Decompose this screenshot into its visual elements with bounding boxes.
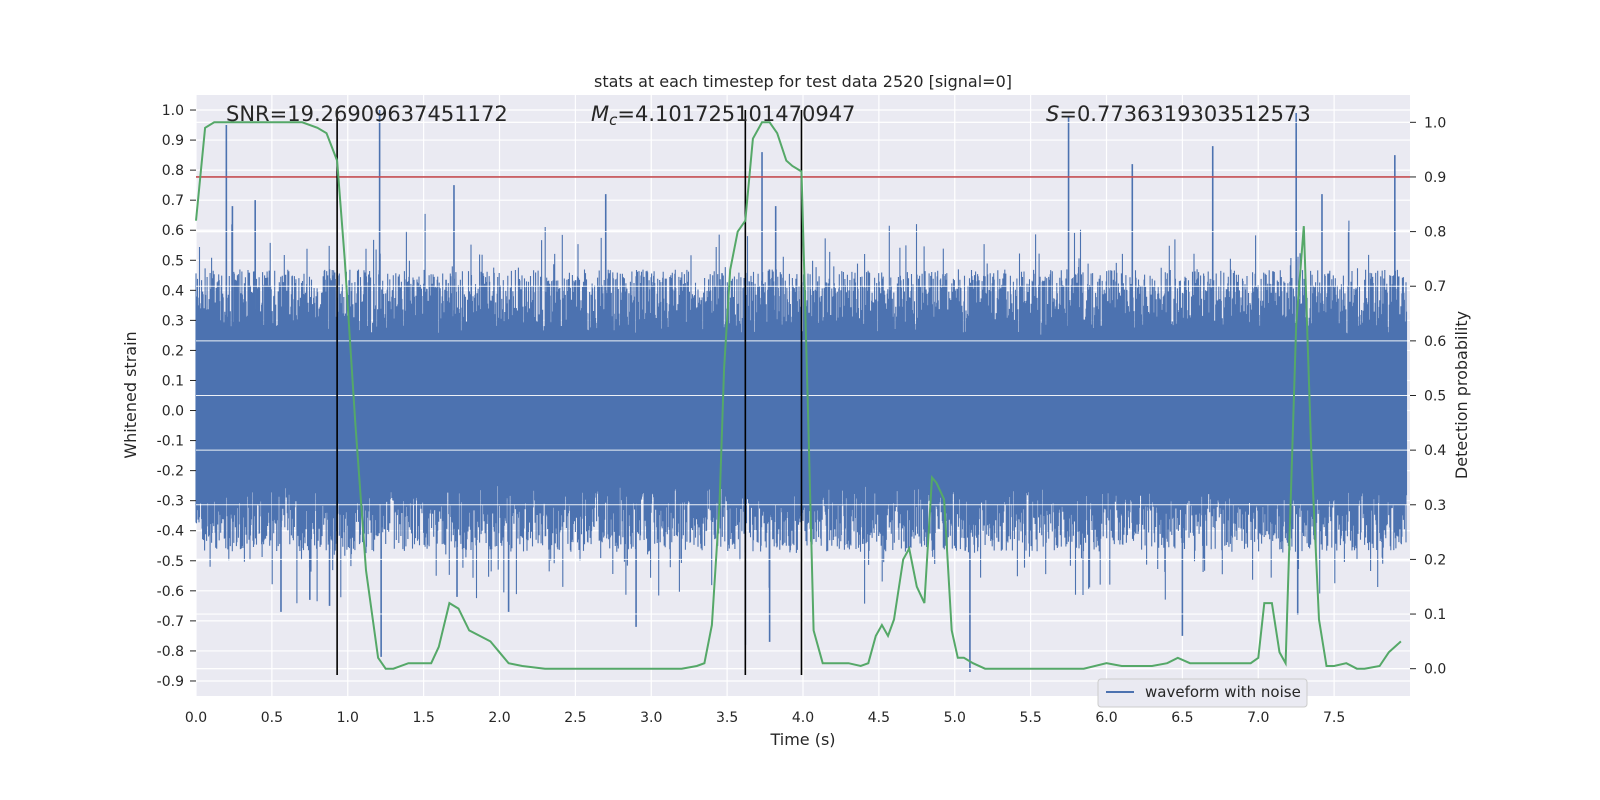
x-tick-label: 1.5 [412,710,434,726]
y2-tick-label: 0.0 [1424,662,1446,678]
waveform-series [195,110,1410,672]
legend: waveform with noise [1097,678,1308,708]
chirp-mass-symbol: M [591,102,609,126]
s-value: =0.7736319303512573 [1059,102,1310,126]
y-tick-label: 0.9 [162,133,184,149]
y2-tick-label: 1.0 [1424,115,1446,131]
y2-tick-label: 0.5 [1424,389,1446,405]
y-tick-label: -0.3 [157,494,184,510]
y-tick-label: 0.4 [162,283,184,299]
y-tick-label: 0.1 [162,373,184,389]
y2-tick-label: 0.7 [1424,279,1446,295]
x-tick-label: 4.5 [868,710,890,726]
detection-probability-line [195,121,1402,670]
x-tick-label: 0.5 [261,710,283,726]
x-tick-label: 6.0 [1095,710,1117,726]
legend-label-waveform: waveform with noise [1145,683,1301,701]
y-tick-label: 0.8 [162,163,184,179]
y-tick-label: 0.7 [162,193,184,209]
chart-title: stats at each timestep for test data 252… [594,72,1012,91]
y-tick-label: -0.6 [157,584,184,600]
s-annotation: S=0.7736319303512573 [1046,102,1311,126]
y2-axis-label: Detection probability [1452,311,1471,479]
x-tick-label: 6.5 [1171,710,1193,726]
x-tick-label: 2.0 [488,710,510,726]
x-tick-label: 5.5 [1019,710,1041,726]
y2-tick-label: 0.6 [1424,334,1446,350]
chirp-mass-annotation: Mc=4.101725101470947 [591,102,855,129]
x-axis-label: Time (s) [769,730,835,749]
y-tick-labels: 1.0 0.9 0.8 0.7 0.6 0.5 0.4 0.3 0.2 0.1 0.0 -0.1 -0.… [157,103,196,690]
y-tick-label: -0.1 [157,434,184,450]
y-tick-label: -0.4 [157,524,184,540]
y-tick-label: 0.2 [162,343,184,359]
x-tick-label: 7.0 [1247,710,1269,726]
s-symbol: S [1046,102,1059,126]
y-tick-label: 0.0 [162,404,184,420]
x-tick-label: 5.0 [944,710,966,726]
x-tick-label: 2.5 [564,710,586,726]
x-tick-label: 3.0 [640,710,662,726]
y-tick-label: 0.6 [162,223,184,239]
y2-tick-label: 0.4 [1424,443,1446,459]
y-tick-label: -0.7 [157,614,184,630]
y-tick-label: 0.3 [162,313,184,329]
x-tick-labels: 0.0 0.5 1.0 1.5 2.0 2.5 3.0 3.5 4.0 4.5 5.0 5.5 6.0 6… [185,710,1345,726]
y-axis-label: Whitened strain [121,331,140,458]
chirp-mass-subscript: c [609,111,618,129]
snr-annotation: SNR=19.26909637451172 [226,102,508,126]
y2-tick-label: 0.1 [1424,607,1446,623]
chirp-mass-value: =4.101725101470947 [617,102,855,126]
y2-tick-label: 0.8 [1424,225,1446,241]
y-tick-label: -0.2 [157,464,184,480]
legend-box [1097,678,1308,708]
y2-tick-label: 0.9 [1424,170,1446,186]
x-tick-label: 0.0 [185,710,207,726]
waveform-noise [195,213,1408,604]
y-tick-label: -0.5 [157,554,184,570]
x-tick-label: 7.5 [1323,710,1345,726]
y2-tick-labels: 1.0 0.9 0.8 0.7 0.6 0.5 0.4 0.3 0.2 0.1 0.0 [1410,115,1446,678]
y-tick-label: 0.5 [162,253,184,269]
y-tick-label: -0.9 [157,674,184,690]
x-tick-label: 4.0 [792,710,814,726]
y-tick-label: -0.8 [157,644,184,660]
y2-tick-label: 0.3 [1424,498,1446,514]
x-tick-label: 3.5 [716,710,738,726]
x-tick-label: 1.0 [337,710,359,726]
y2-tick-label: 0.2 [1424,552,1446,568]
y-tick-label: 1.0 [162,103,184,119]
